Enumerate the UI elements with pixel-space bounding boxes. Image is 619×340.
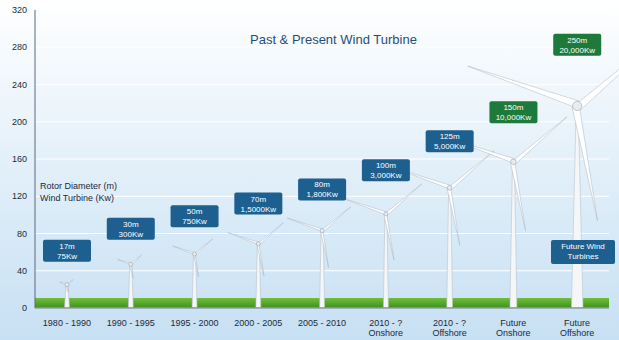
html-text:Rotor Diameter (m): Rotor Diameter (m) [40,181,117,191]
svg-text:750Kw: 750Kw [182,217,207,226]
svg-text:FutureOffshore: FutureOffshore [560,318,594,338]
svg-text:1990 - 1995: 1990 - 1995 [107,318,155,328]
svg-text:2010 - ?Onshore: 2010 - ?Onshore [369,318,404,338]
svg-text:160: 160 [12,154,27,164]
svg-text:2005 - 2010: 2005 - 2010 [298,318,346,328]
svg-text:1995 - 2000: 1995 - 2000 [170,318,218,328]
svg-text:125m: 125m [440,132,460,141]
html-text:Future Wind Turbines: Future Wind Turbines [561,242,605,261]
svg-text:80: 80 [17,229,27,239]
svg-text:250m: 250m [567,36,587,45]
html-text:Past & Present Wind Turbine: Past & Present Wind Turbine [250,32,417,47]
html-text:Wind Turbine (Kw): Wind Turbine (Kw) [40,193,114,203]
svg-text:70m: 70m [251,195,267,204]
svg-text:5,000Kw: 5,000Kw [434,142,465,151]
svg-text:40: 40 [17,266,27,276]
svg-text:20,000Kw: 20,000Kw [559,46,595,55]
svg-text:30m: 30m [123,220,139,229]
svg-text:2000 - 2005: 2000 - 2005 [234,318,282,328]
svg-text:17m: 17m [59,242,75,251]
svg-text:75Kw: 75Kw [57,252,77,261]
svg-text:FutureOnshore: FutureOnshore [496,318,531,338]
svg-text:100m: 100m [376,161,396,170]
svg-text:50m: 50m [187,207,203,216]
svg-text:120: 120 [12,191,27,201]
svg-text:0: 0 [22,303,27,313]
svg-text:240: 240 [12,80,27,90]
svg-text:3,000Kw: 3,000Kw [370,171,401,180]
svg-text:300Kw: 300Kw [119,230,144,239]
svg-text:320: 320 [12,5,27,15]
svg-text:1,5000Kw: 1,5000Kw [241,205,277,214]
svg-text:80m: 80m [314,180,330,189]
svg-text:2010 - ?Offshore: 2010 - ?Offshore [432,318,466,338]
svg-text:150m: 150m [503,103,523,112]
svg-text:1,800Kw: 1,800Kw [307,190,338,199]
svg-text:280: 280 [12,42,27,52]
svg-text:10,000Kw: 10,000Kw [496,113,532,122]
svg-text:1980 - 1990: 1980 - 1990 [43,318,91,328]
svg-text:200: 200 [12,117,27,127]
